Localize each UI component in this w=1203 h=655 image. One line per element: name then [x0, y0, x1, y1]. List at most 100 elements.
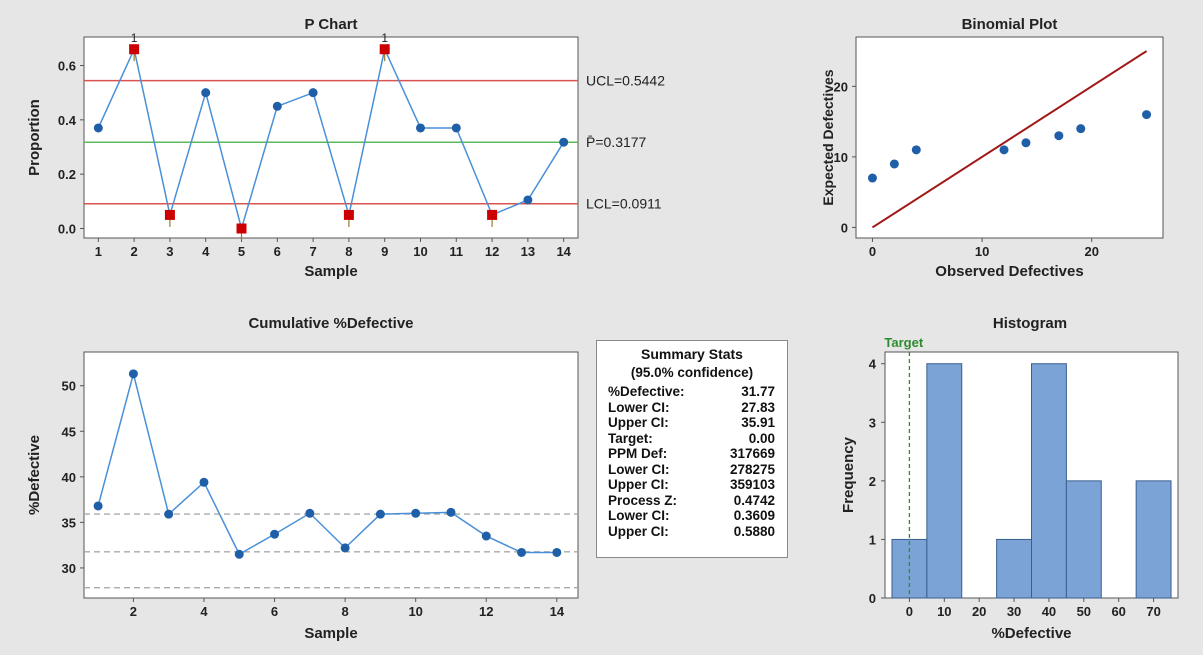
cumulative-plot-point: [93, 501, 103, 511]
binomial-plot-ytick-label: 10: [834, 150, 848, 165]
cumulative-plot-point: [446, 507, 456, 517]
cumulative-plot-point: [517, 547, 527, 557]
p-chart-xlabel: Sample: [304, 263, 357, 280]
p-chart-flagged-point: [343, 209, 354, 220]
summary-stats-row: Upper CI: 359103: [597, 477, 787, 493]
histogram-bar: [1135, 480, 1172, 599]
p-chart-title: P Chart: [304, 16, 357, 33]
histogram-xtick-label: 30: [1007, 604, 1021, 619]
histogram-ylabel: Frequency: [840, 436, 857, 513]
summary-stats-rows: %Defective: 31.77 Lower CI: 27.83 Upper CI: 3…: [597, 384, 787, 539]
summary-stats-title: Summary Stats: [641, 346, 743, 362]
cumulative-plot-ytick-label: 35: [62, 515, 76, 530]
summary-stats-label: Upper CI:: [608, 415, 669, 430]
cumulative-plot-point: [481, 531, 491, 541]
cumulative-plot-point: [552, 547, 562, 557]
p-chart-limit-label-lcl: LCL=0.0911: [586, 196, 662, 212]
p-chart-xtick-label: 8: [345, 244, 352, 259]
histogram-xtick-label: 60: [1111, 604, 1125, 619]
summary-stats-box: Summary Stats (95.0% confidence) %Defect…: [596, 340, 788, 558]
summary-stats-label: Target:: [608, 430, 653, 446]
p-chart-series-line: [97, 46, 565, 232]
p-chart-xtick-label: 6: [274, 244, 281, 259]
histogram-xtick-label: 20: [972, 604, 986, 619]
summary-stats-value: 35.91: [741, 415, 775, 430]
binomial-plot-ytick-label: 0: [841, 220, 848, 235]
cumulative-plot-xtick-label: 12: [479, 604, 493, 619]
p-chart-xtick-label: 14: [556, 244, 571, 259]
cumulative-plot-point: [411, 508, 421, 518]
binomial-plot-xtick-label: 10: [975, 244, 989, 259]
p-chart-point: [93, 123, 103, 133]
p-chart-point: [523, 195, 533, 205]
p-chart-xtick-label: 3: [166, 244, 173, 259]
summary-stats-value: 0.00: [748, 430, 775, 446]
p-chart-ytick-label: 0.2: [58, 167, 76, 182]
histogram-xtick-label: 70: [1146, 604, 1160, 619]
binomial-plot-point: [1142, 110, 1152, 120]
p-chart-limit-label-ucl: UCL=0.5442: [586, 73, 665, 89]
summary-stats-value: 0.4742: [733, 492, 775, 508]
p-chart-flagged-point: [129, 44, 140, 55]
p-chart-point: [201, 88, 211, 98]
binomial-plot-xlabel: Observed Defectives: [935, 263, 1083, 280]
p-chart-xtick-label: 12: [485, 244, 499, 259]
binomial-plot-point: [889, 159, 899, 169]
summary-stats-label: Lower CI:: [608, 399, 670, 415]
binomial-plot-point: [911, 145, 921, 155]
binomial-plot-title: Binomial Plot: [962, 16, 1058, 33]
cumulative-plot-area: [83, 351, 579, 599]
p-chart-xtick-label: 13: [521, 244, 535, 259]
cumulative-plot-ytick-label: 40: [62, 470, 76, 485]
histogram-xtick-label: 10: [937, 604, 951, 619]
summary-stats-value: 31.77: [741, 384, 775, 399]
p-chart-xtick-label: 9: [381, 244, 388, 259]
cumulative-plot-xtick-label: 8: [341, 604, 348, 619]
histogram-title: Histogram: [993, 315, 1067, 332]
summary-stats-value: 278275: [729, 461, 775, 477]
summary-stats-row: Lower CI: 278275: [597, 462, 787, 478]
cumulative-plot-series-line: [97, 370, 557, 556]
histogram-ytick-label: 4: [869, 357, 877, 372]
cumulative-plot-point: [305, 508, 315, 518]
cumulative-plot-point: [270, 529, 280, 539]
cumulative-plot-ytick-label: 30: [62, 561, 76, 576]
p-chart-point: [415, 123, 425, 133]
binomial-plot-point: [1021, 138, 1031, 148]
binomial-plot-point: [1076, 124, 1086, 134]
p-chart-ylabel: Proportion: [26, 99, 43, 176]
binomial-plot-ylabel: Expected Defectives: [820, 69, 836, 205]
summary-stats-value: 359103: [729, 477, 775, 492]
histogram-bar: [1065, 480, 1102, 599]
summary-stats-row: PPM Def: 317669: [597, 446, 787, 462]
cumulative-plot-xtick-label: 2: [130, 604, 137, 619]
summary-stats-value: 317669: [729, 446, 775, 461]
p-chart-xtick-label: 2: [130, 244, 137, 259]
p-chart-ytick-label: 0.6: [58, 59, 76, 74]
p-chart-ytick-label: 0.4: [58, 113, 77, 128]
p-chart-ytick-label: 0.0: [58, 221, 76, 236]
p-chart-flagged-point: [164, 209, 175, 220]
p-chart-xtick-label: 5: [238, 244, 245, 259]
cumulative-plot-title: Cumulative %Defective: [248, 315, 413, 332]
summary-stats-row: Lower CI: 27.83: [597, 400, 787, 416]
histogram-ytick-label: 0: [869, 591, 876, 606]
p-chart-xtick-label: 7: [309, 244, 316, 259]
binomial-plot-xtick-label: 20: [1084, 244, 1098, 259]
histogram-target-label: Target: [884, 335, 923, 350]
cumulative-plot-xlabel: Sample: [304, 625, 357, 642]
cumulative-plot-xtick-label: 6: [271, 604, 278, 619]
cumulative-plot-point: [164, 509, 174, 519]
summary-stats-label: Lower CI:: [608, 508, 670, 523]
summary-stats-subtitle: (95.0% confidence): [630, 365, 754, 380]
p-chart-flagged-point: [487, 209, 498, 220]
cumulative-plot-point: [234, 549, 244, 559]
summary-stats-row: Process Z: 0.4742: [597, 493, 787, 509]
p-chart-limit-label-p: P̄=0.3177: [586, 134, 647, 150]
summary-stats-row: Upper CI: 35.91: [597, 415, 787, 431]
p-chart-plot-area: [83, 36, 579, 239]
histogram-ytick-label: 1: [869, 532, 876, 547]
cumulative-plot-point: [375, 509, 385, 519]
